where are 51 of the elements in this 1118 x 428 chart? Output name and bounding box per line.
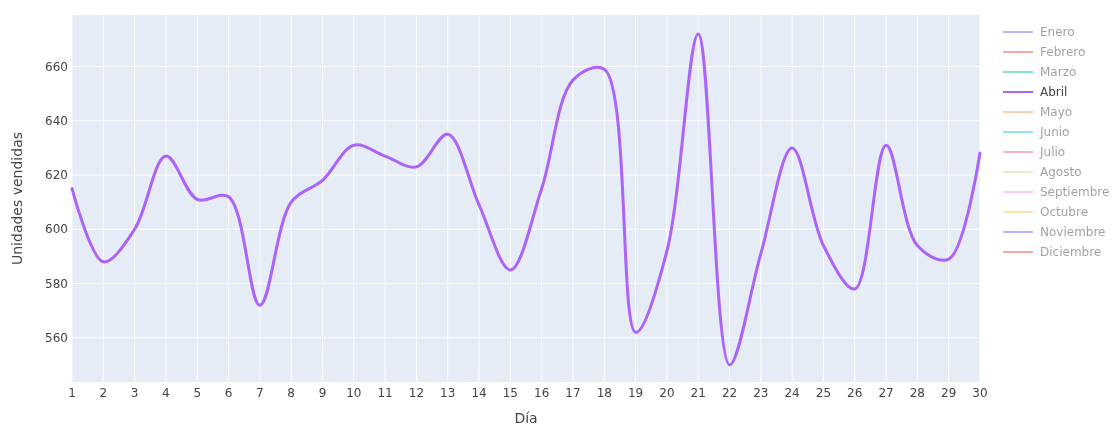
legend-label: Abril [1040,85,1068,100]
x-tick-label: 12 [408,386,425,400]
x-tick-label: 22 [721,386,738,400]
x-tick-label: 4 [162,386,170,400]
legend-label: Febrero [1040,45,1086,60]
x-tick-label: 15 [502,386,518,400]
legend-label: Noviembre [1040,225,1106,240]
legend-label: Marzo [1040,65,1077,80]
x-tick-label: 29 [941,386,957,400]
x-tick-label: 24 [784,386,800,400]
x-tick-label: 11 [377,386,393,400]
x-tick-label: 6 [224,386,233,400]
y-tick-label: 580 [45,276,68,291]
legend-label: Diciembre [1040,245,1102,260]
x-tick-label: 10 [346,386,362,400]
x-tick-label: 19 [627,386,644,400]
x-tick-label: 26 [847,386,863,400]
x-tick-label: 17 [565,386,581,400]
legend-label: Septiembre [1040,185,1110,200]
y-tick-label: 660 [45,59,68,74]
x-tick-label: 30 [972,386,988,400]
x-tick-label: 16 [534,386,550,400]
x-tick-label: 13 [440,386,456,400]
x-tick-label: 28 [909,386,926,400]
x-tick-label: 14 [471,386,487,400]
x-tick-label: 23 [753,386,769,400]
x-tick-label: 27 [878,386,894,400]
x-tick-label: 5 [193,386,202,400]
x-tick-label: 7 [256,386,264,400]
y-tick-label: 560 [45,330,68,345]
x-tick-label: 18 [596,386,612,400]
legend-label: Octubre [1040,205,1089,220]
legend-label: Enero [1040,25,1075,40]
x-axis-title: Día [514,410,538,426]
line-series [70,32,982,367]
legend-label: Junio [1039,125,1070,140]
y-tick-label: 620 [45,168,68,183]
x-tick-label: 25 [815,386,832,400]
legend-label: Mayo [1040,105,1073,120]
x-tick-label: 9 [318,386,327,400]
x-tick-label: 8 [287,386,295,400]
legend-label: Agosto [1040,165,1082,180]
y-tick-label: 600 [45,222,68,237]
x-tick-label: 2 [99,386,108,400]
x-tick-label: 21 [690,386,706,400]
y-tick-label: 640 [45,113,68,128]
y-axis-title: Unidades vendidas [9,131,25,266]
x-tick-label: 1 [68,386,76,400]
x-tick-label: 3 [130,386,139,400]
legend-label: Julio [1039,145,1066,160]
x-tick-label: 20 [659,386,675,400]
